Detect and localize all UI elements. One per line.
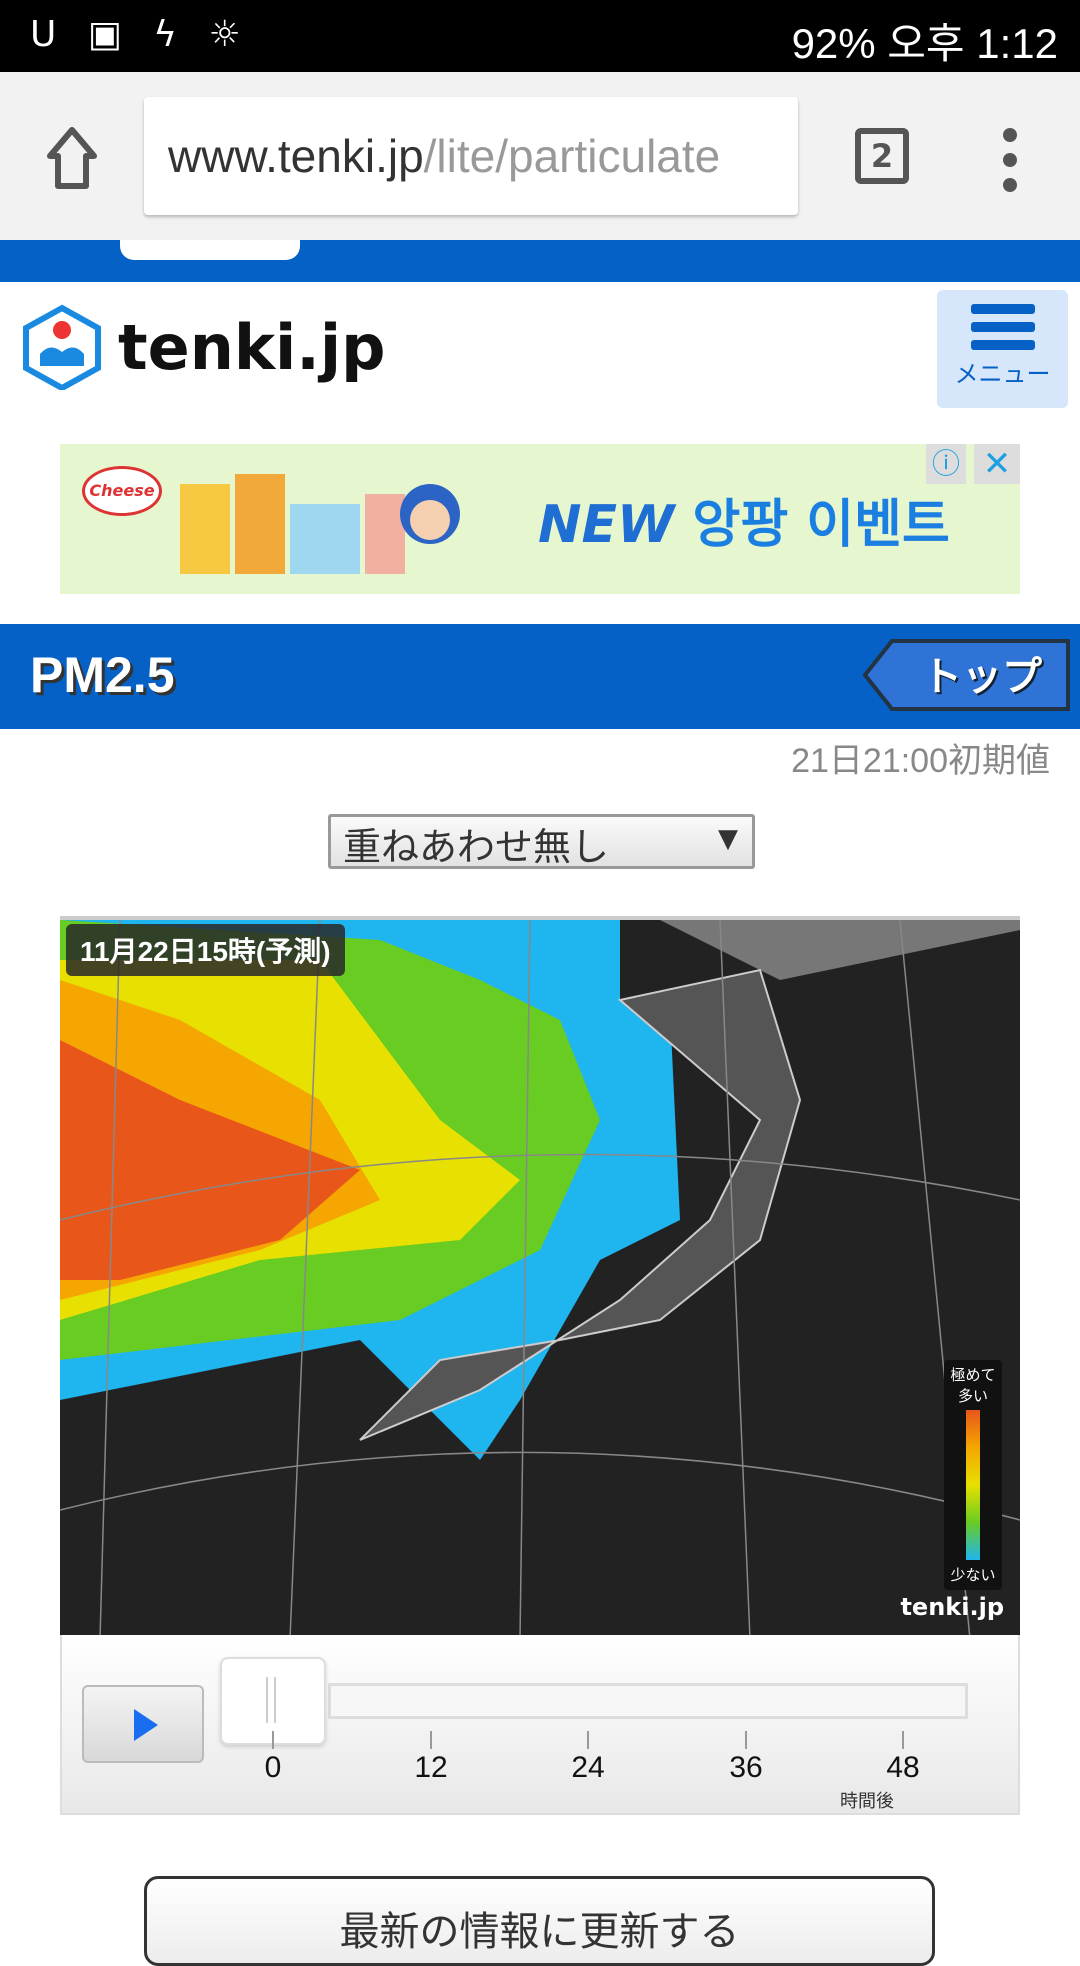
map-legend: 極めて多い 少ない: [944, 1360, 1002, 1590]
tick-mark: [272, 1731, 274, 1749]
battery-level: 92%: [791, 20, 876, 67]
back-arrow-shape: [862, 639, 1070, 711]
tick-unit-label: 時間後: [840, 1791, 894, 1812]
more-options-icon[interactable]: [998, 128, 1022, 192]
page-title: PM2.5: [30, 647, 175, 703]
overlay-select[interactable]: 重ねあわせ無し ▼: [328, 814, 755, 869]
time-slider-track[interactable]: [328, 1683, 968, 1719]
tick-label: 0: [264, 1751, 282, 1784]
tab-switcher-button[interactable]: 2: [855, 128, 909, 184]
play-icon: [134, 1709, 158, 1741]
ad-close-icon[interactable]: ✕: [974, 444, 1020, 484]
tick-label: 12: [414, 1751, 448, 1784]
forecast-time-label: 11月22日15時(予測): [66, 924, 345, 976]
refresh-button[interactable]: 最新の情報に更新する: [144, 1876, 935, 1966]
map-watermark: tenki.jp: [900, 1593, 1004, 1621]
hamburger-icon: [970, 304, 1035, 350]
browser-toolbar: www.tenki.jp/lite/particulate 2: [0, 72, 1080, 240]
legend-color-bar: [966, 1410, 980, 1560]
ad-banner[interactable]: Cheese NEW 앙팡 이벤트 ⓘ ✕: [60, 444, 1020, 594]
menu-button[interactable]: メニュー: [937, 290, 1068, 408]
pm25-map: 11月22日15時(予測) 極めて多い 少ない tenki.jp: [60, 916, 1020, 1635]
tick-mark: [902, 1731, 904, 1749]
initial-time-label: 21日21:00初期値: [791, 742, 1050, 780]
tick-mark: [587, 1731, 589, 1749]
site-logo[interactable]: tenki.jp: [22, 304, 386, 390]
app-banner-strip: [0, 240, 1080, 282]
tick-mark: [745, 1731, 747, 1749]
tick-label: 36: [729, 1751, 763, 1784]
tenki-logo-icon: [23, 304, 101, 390]
home-icon[interactable]: [44, 126, 100, 190]
notification-icons: U ▣ ϟ ☼: [30, 14, 251, 55]
tick-mark: [430, 1731, 432, 1749]
play-button[interactable]: [82, 1685, 204, 1763]
dropdown-arrow-icon: ▼: [718, 824, 738, 854]
ad-info-icon[interactable]: ⓘ: [926, 444, 966, 484]
tick-label: 24: [571, 1751, 605, 1784]
status-bar: U ▣ ϟ ☼ 92% 오후 1:12: [0, 0, 1080, 72]
pm25-map-image: [60, 920, 1020, 1635]
url-bar[interactable]: www.tenki.jp/lite/particulate: [144, 97, 798, 215]
top-button[interactable]: トップ: [862, 638, 1072, 712]
time-slider-handle[interactable]: [220, 1657, 326, 1745]
clock: 오후 1:12: [887, 20, 1058, 67]
ad-product-image: [180, 474, 460, 574]
tick-label: 48: [886, 1751, 920, 1784]
ad-brand-logo: Cheese: [82, 466, 162, 516]
timeline-controls: 0 12 24 36 48 時間後: [60, 1635, 1020, 1815]
